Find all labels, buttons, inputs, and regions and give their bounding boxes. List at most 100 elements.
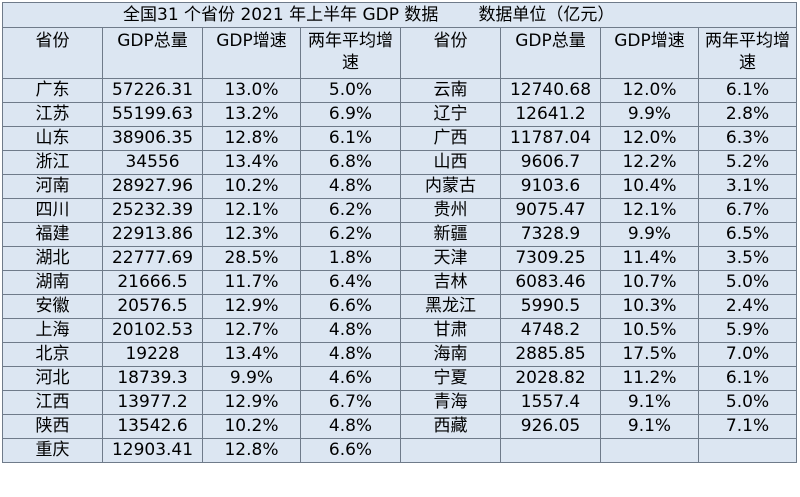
right-growth-cell: 9.1%: [600, 390, 699, 415]
table-row: 广东 57226.31 13.0% 5.0% 云南 12740.68 12.0% 6.1%: [2, 78, 798, 103]
left-avg2y-cell: 4.8%: [300, 174, 401, 199]
left-growth-cell: 10.2%: [202, 414, 301, 439]
table-row: 山东 38906.35 12.8% 6.1% 广西 11787.04 12.0% 6.3%: [2, 126, 798, 151]
right-growth-cell: 12.0%: [600, 78, 699, 103]
right-gdp-cell: 5990.5: [500, 294, 601, 319]
left-gdp-cell: 20576.5: [102, 294, 203, 319]
left-growth-cell: 13.2%: [202, 102, 301, 127]
right-avg2y-cell: 7.0%: [697, 342, 798, 367]
empty-cell: [500, 438, 601, 463]
right-avg2y-cell: 5.0%: [697, 390, 798, 415]
table-row: 重庆 12903.41 12.8% 6.6%: [2, 438, 798, 463]
right-avg2y-cell: 6.1%: [697, 366, 798, 391]
left-growth-cell: 9.9%: [202, 366, 301, 391]
empty-cell: [697, 438, 798, 463]
right-growth-cell: 12.0%: [600, 126, 699, 151]
header-province-right: 省份: [400, 27, 501, 79]
right-gdp-cell: 7328.9: [500, 222, 601, 247]
table-row: 陕西 13542.6 10.2% 4.8% 西藏 926.05 9.1% 7.1%: [2, 414, 798, 439]
header-growth-left: GDP增速: [202, 27, 301, 79]
table-row: 江西 13977.2 12.9% 6.7% 青海 1557.4 9.1% 5.0%: [2, 390, 798, 415]
right-gdp-cell: 926.05: [500, 414, 601, 439]
unit-label: 数据单位（亿元）: [478, 5, 615, 25]
right-gdp-cell: 9075.47: [500, 198, 601, 223]
right-province-cell: 海南: [400, 342, 501, 367]
left-avg2y-cell: 4.8%: [300, 318, 401, 343]
left-growth-cell: 12.9%: [202, 294, 301, 319]
right-province-cell: 辽宁: [400, 102, 501, 127]
left-gdp-cell: 13977.2: [102, 390, 203, 415]
table-row: 浙江 34556 13.4% 6.8% 山西 9606.7 12.2% 5.2%: [2, 150, 798, 175]
left-gdp-cell: 25232.39: [102, 198, 203, 223]
left-growth-cell: 12.3%: [202, 222, 301, 247]
right-gdp-cell: 1557.4: [500, 390, 601, 415]
left-gdp-cell: 28927.96: [102, 174, 203, 199]
gdp-table: 全国31 个省份 2021 年上半年 GDP 数据 数据单位（亿元） 省份 GDP…: [1, 2, 798, 463]
left-province-cell: 重庆: [2, 438, 103, 463]
header-gdp-right: GDP总量: [500, 27, 601, 79]
right-province-cell: 天津: [400, 246, 501, 271]
left-gdp-cell: 20102.53: [102, 318, 203, 343]
header-province-left: 省份: [2, 27, 103, 79]
right-gdp-cell: 2028.82: [500, 366, 601, 391]
left-growth-cell: 12.8%: [202, 438, 301, 463]
right-growth-cell: 12.1%: [600, 198, 699, 223]
table-row: 河北 18739.3 9.9% 4.6% 宁夏 2028.82 11.2% 6.1%: [2, 366, 798, 391]
right-growth-cell: 11.4%: [600, 246, 699, 271]
right-gdp-cell: 11787.04: [500, 126, 601, 151]
right-province-cell: 新疆: [400, 222, 501, 247]
header-row: 省份 GDP总量 GDP增速 两年平均增速 省份 GDP总量 GDP增速 两年平…: [2, 27, 798, 79]
left-gdp-cell: 22777.69: [102, 246, 203, 271]
left-avg2y-cell: 6.8%: [300, 150, 401, 175]
table-title: 全国31 个省份 2021 年上半年 GDP 数据: [123, 5, 439, 25]
left-gdp-cell: 18739.3: [102, 366, 203, 391]
left-avg2y-cell: 4.8%: [300, 414, 401, 439]
empty-cell: [600, 438, 699, 463]
title-row: 全国31 个省份 2021 年上半年 GDP 数据 数据单位（亿元）: [1, 2, 798, 28]
right-growth-cell: 9.9%: [600, 102, 699, 127]
table-row: 四川 25232.39 12.1% 6.2% 贵州 9075.47 12.1% 6.7%: [2, 198, 798, 223]
left-growth-cell: 13.0%: [202, 78, 301, 103]
left-growth-cell: 11.7%: [202, 270, 301, 295]
right-avg2y-cell: 7.1%: [697, 414, 798, 439]
right-avg2y-cell: 5.0%: [697, 270, 798, 295]
left-growth-cell: 10.2%: [202, 174, 301, 199]
left-province-cell: 湖南: [2, 270, 103, 295]
left-avg2y-cell: 6.6%: [300, 294, 401, 319]
table-title-cell: 全国31 个省份 2021 年上半年 GDP 数据 数据单位（亿元）: [1, 2, 798, 28]
left-province-cell: 湖北: [2, 246, 103, 271]
table-row: 湖南 21666.5 11.7% 6.4% 吉林 6083.46 10.7% 5.0%: [2, 270, 798, 295]
left-province-cell: 上海: [2, 318, 103, 343]
right-avg2y-cell: 6.7%: [697, 198, 798, 223]
right-avg2y-cell: 5.9%: [697, 318, 798, 343]
left-gdp-cell: 34556: [102, 150, 203, 175]
right-gdp-cell: 12641.2: [500, 102, 601, 127]
right-province-cell: 内蒙古: [400, 174, 501, 199]
right-province-cell: 西藏: [400, 414, 501, 439]
table-row: 湖北 22777.69 28.5% 1.8% 天津 7309.25 11.4% 3.5%: [2, 246, 798, 271]
right-province-cell: 甘肃: [400, 318, 501, 343]
left-avg2y-cell: 1.8%: [300, 246, 401, 271]
right-growth-cell: 9.9%: [600, 222, 699, 247]
left-avg2y-cell: 6.6%: [300, 438, 401, 463]
left-growth-cell: 12.1%: [202, 198, 301, 223]
left-avg2y-cell: 6.7%: [300, 390, 401, 415]
right-avg2y-cell: 3.1%: [697, 174, 798, 199]
right-province-cell: 吉林: [400, 270, 501, 295]
table-row: 北京 19228 13.4% 4.8% 海南 2885.85 17.5% 7.0%: [2, 342, 798, 367]
table-row: 安徽 20576.5 12.9% 6.6% 黑龙江 5990.5 10.3% 2.4%: [2, 294, 798, 319]
left-avg2y-cell: 5.0%: [300, 78, 401, 103]
left-province-cell: 北京: [2, 342, 103, 367]
right-avg2y-cell: 3.5%: [697, 246, 798, 271]
left-gdp-cell: 38906.35: [102, 126, 203, 151]
table-row: 河南 28927.96 10.2% 4.8% 内蒙古 9103.6 10.4% 3.1%: [2, 174, 798, 199]
table-row: 福建 22913.86 12.3% 6.2% 新疆 7328.9 9.9% 6.5%: [2, 222, 798, 247]
left-province-cell: 广东: [2, 78, 103, 103]
left-gdp-cell: 21666.5: [102, 270, 203, 295]
left-avg2y-cell: 6.1%: [300, 126, 401, 151]
left-avg2y-cell: 6.2%: [300, 198, 401, 223]
right-gdp-cell: 12740.68: [500, 78, 601, 103]
left-avg2y-cell: 6.9%: [300, 102, 401, 127]
left-gdp-cell: 55199.63: [102, 102, 203, 127]
right-growth-cell: 11.2%: [600, 366, 699, 391]
